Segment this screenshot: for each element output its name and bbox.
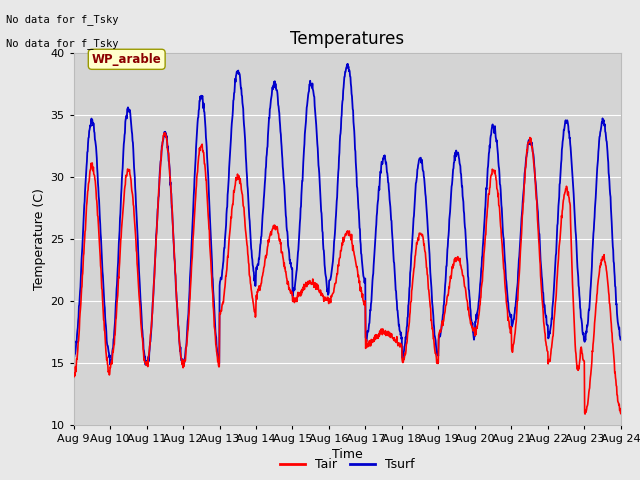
Title: Temperatures: Temperatures [290, 30, 404, 48]
Text: No data for f_Tsky: No data for f_Tsky [6, 38, 119, 49]
Text: WP_arable: WP_arable [92, 53, 161, 66]
X-axis label: Time: Time [332, 448, 363, 461]
Y-axis label: Temperature (C): Temperature (C) [33, 188, 46, 290]
Legend: Tair, Tsurf: Tair, Tsurf [275, 453, 419, 476]
Text: No data for f_Tsky: No data for f_Tsky [6, 14, 119, 25]
